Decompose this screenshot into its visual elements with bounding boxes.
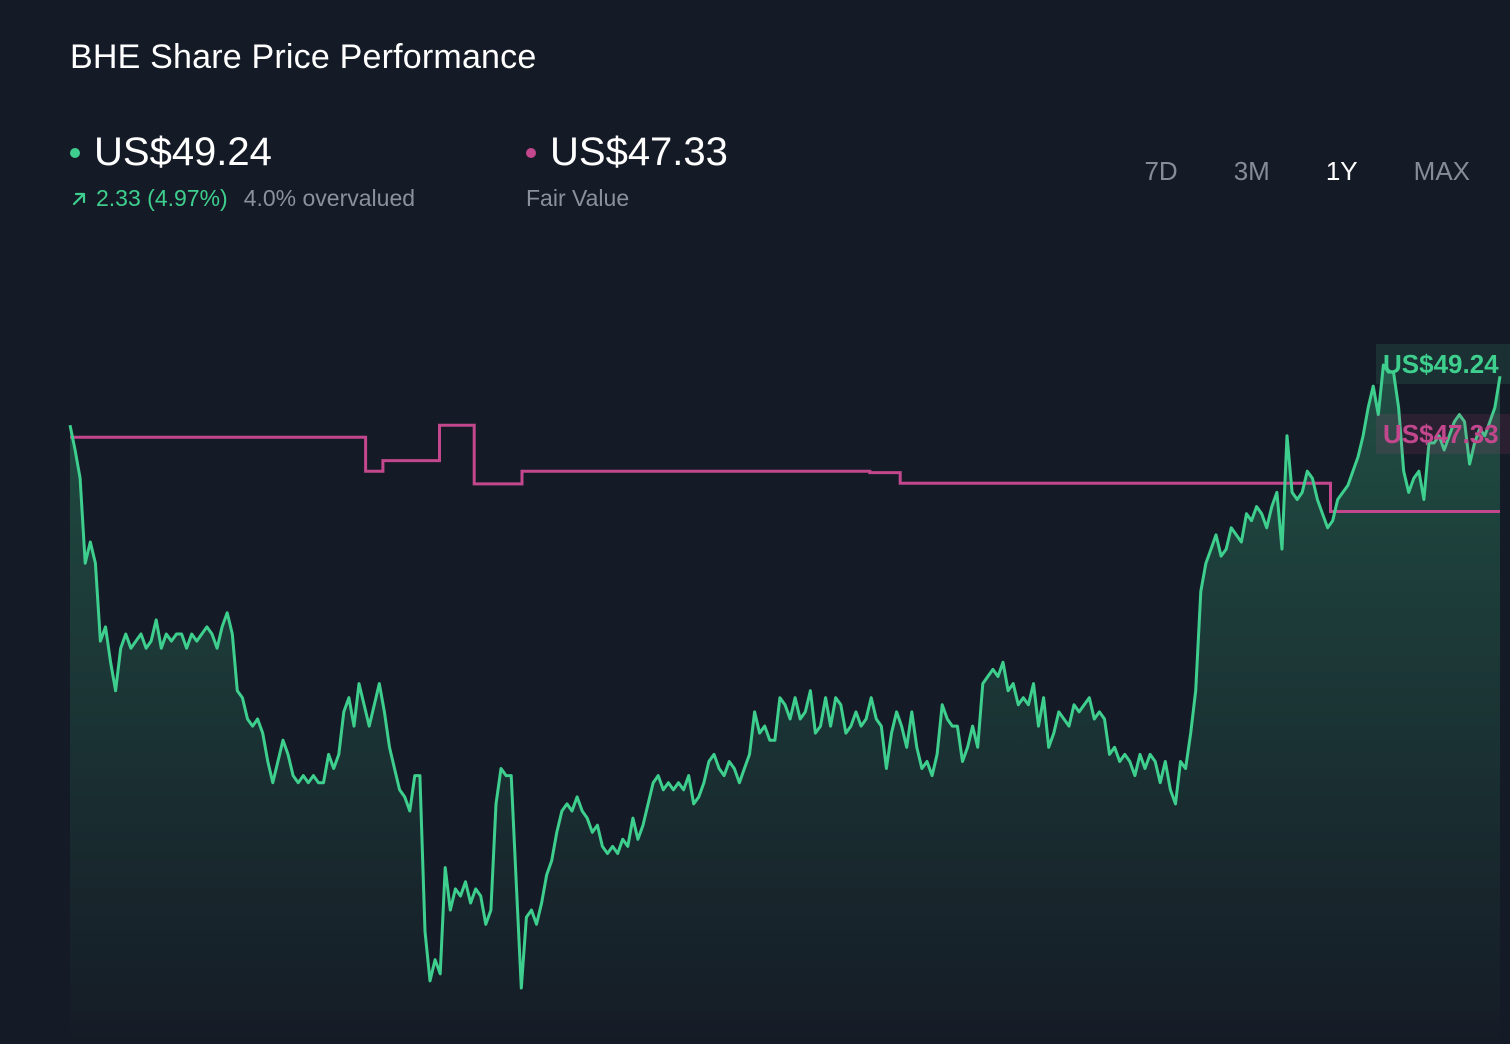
range-3m-button[interactable]: 3M xyxy=(1233,156,1270,186)
range-selector: 7D 3M 1Y MAX xyxy=(1144,156,1470,187)
fair-value-label: Fair Value xyxy=(526,185,630,211)
fair-value-legend-dot xyxy=(526,147,536,158)
arrow-up-right-icon xyxy=(72,192,86,205)
range-1y-button[interactable]: 1Y xyxy=(1325,156,1358,186)
svg-text:US$49.24: US$49.24 xyxy=(1383,349,1499,379)
chart-title: BHE Share Price Performance xyxy=(70,38,537,76)
price-change: 2.33 (4.97%) xyxy=(96,185,228,211)
fair-value-stat: US$47.33 Fair Value xyxy=(526,130,728,212)
share-price-end-label: US$49.24 xyxy=(1376,344,1510,384)
svg-text:US$47.33: US$47.33 xyxy=(1383,419,1499,449)
fair-value-end-label: US$47.33 xyxy=(1376,414,1510,454)
share-price-stat: US$49.24 2.33 (4.97%) 4.0% overvalued xyxy=(70,130,415,212)
valuation-status: 4.0% overvalued xyxy=(243,185,416,211)
range-max-button[interactable]: MAX xyxy=(1413,156,1470,186)
share-price-area xyxy=(70,365,1500,1044)
range-7d-button[interactable]: 7D xyxy=(1144,156,1178,186)
share-price-value: US$49.24 xyxy=(94,130,272,174)
fair-value-line xyxy=(70,423,1500,513)
share-price-line xyxy=(68,363,1502,990)
share-price-legend-dot xyxy=(70,147,80,158)
fair-value-value: US$47.33 xyxy=(550,130,728,174)
